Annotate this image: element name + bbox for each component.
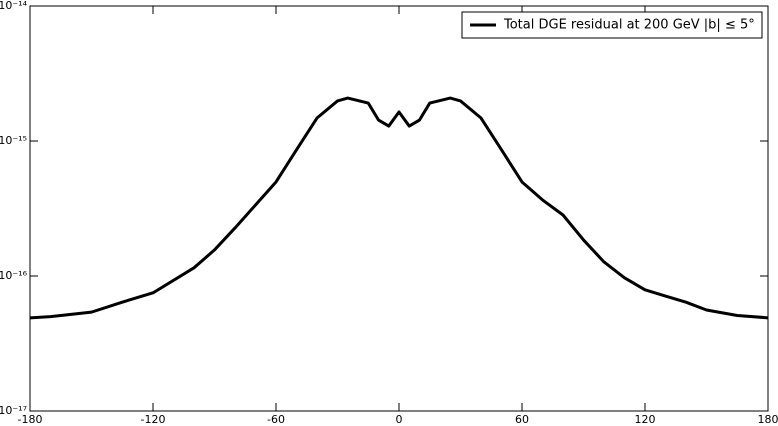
x-tick-label: -120 bbox=[141, 413, 166, 426]
x-tick-label: -180 bbox=[18, 413, 43, 426]
x-tick-label: -60 bbox=[267, 413, 285, 426]
y-tick-label: 10⁻¹⁴ bbox=[0, 0, 28, 12]
y-tick-label: 10⁻¹⁷ bbox=[0, 404, 27, 417]
x-tick-label: 60 bbox=[515, 413, 529, 426]
x-tick-label: 120 bbox=[635, 413, 656, 426]
x-tick-label: 0 bbox=[396, 413, 403, 426]
legend-label: Total DGE residual at 200 GeV |b| ≤ 5° bbox=[503, 18, 755, 33]
plot-frame bbox=[29, 5, 769, 412]
y-tick-label: 10⁻¹⁵ bbox=[0, 134, 27, 147]
legend-box bbox=[461, 11, 763, 39]
x-tick-label: 180 bbox=[758, 413, 778, 426]
y-tick-label: 10⁻¹⁶ bbox=[0, 269, 28, 282]
data-line bbox=[29, 96, 769, 320]
